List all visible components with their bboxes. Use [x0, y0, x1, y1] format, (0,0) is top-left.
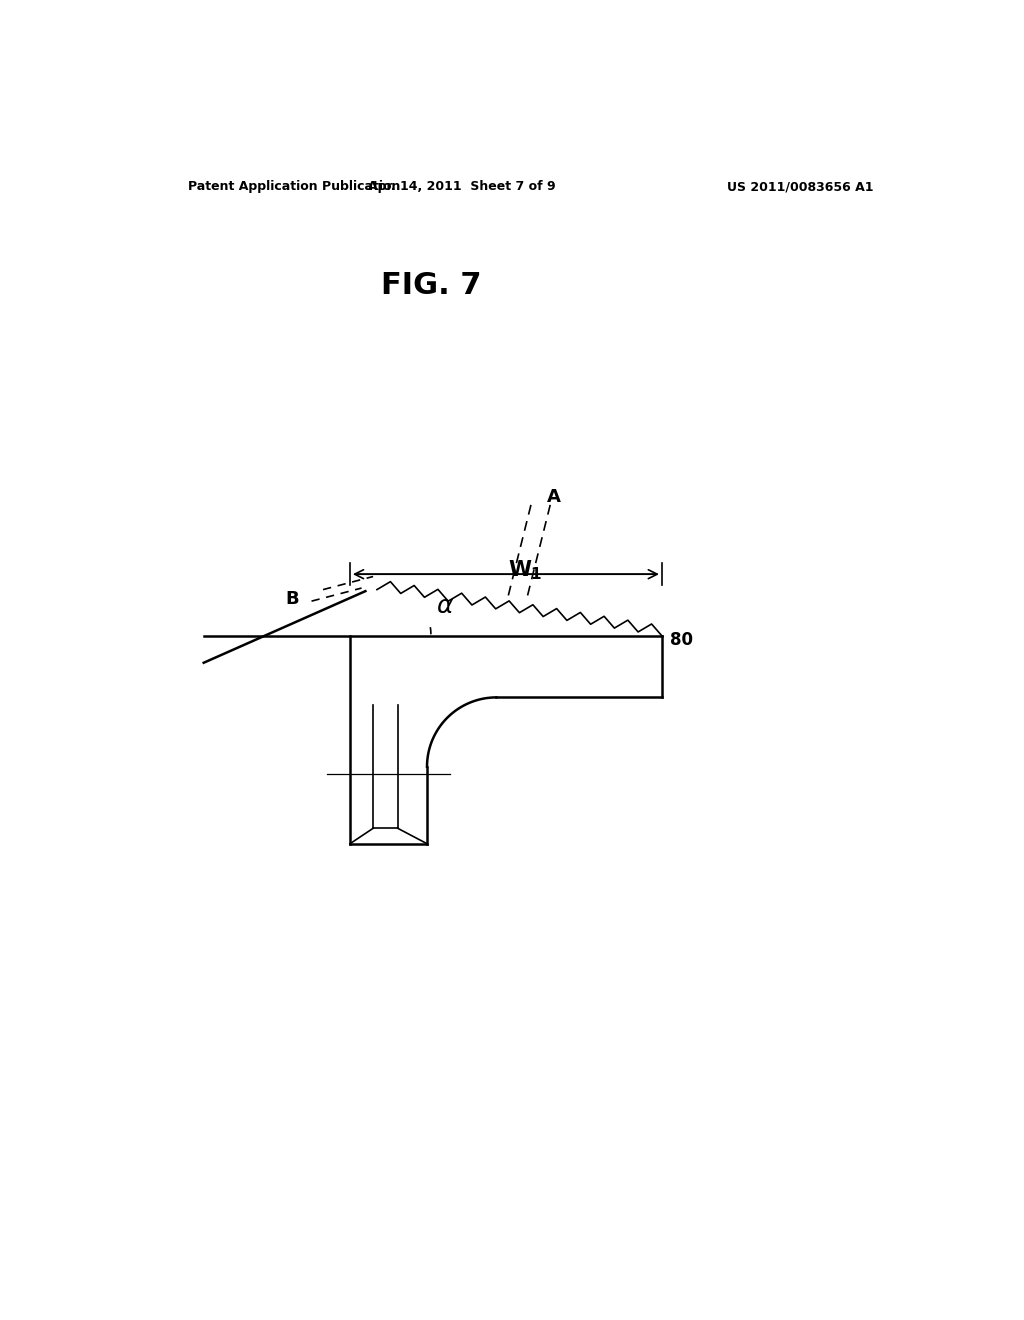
Text: W: W	[508, 560, 531, 579]
Text: A: A	[547, 488, 561, 506]
Text: US 2011/0083656 A1: US 2011/0083656 A1	[727, 181, 873, 194]
Text: B: B	[286, 590, 299, 607]
Text: 80: 80	[670, 631, 692, 648]
Text: FIG. 7: FIG. 7	[381, 271, 481, 300]
Text: 1: 1	[530, 568, 541, 582]
Text: Apr. 14, 2011  Sheet 7 of 9: Apr. 14, 2011 Sheet 7 of 9	[368, 181, 555, 194]
Text: $\alpha$: $\alpha$	[435, 595, 454, 618]
Text: Patent Application Publication: Patent Application Publication	[188, 181, 400, 194]
